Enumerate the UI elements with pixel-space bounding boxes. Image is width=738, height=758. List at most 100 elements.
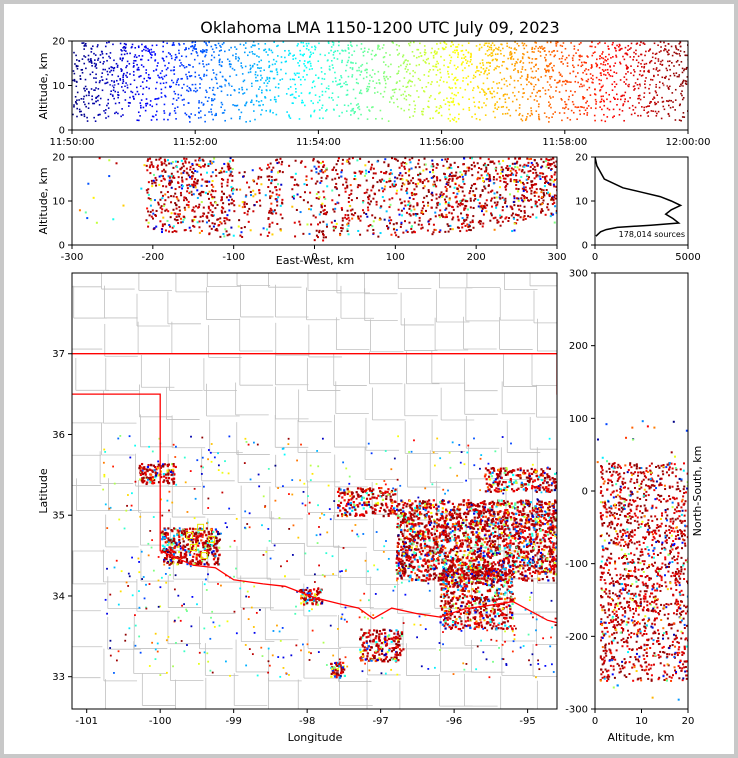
east-west-xtick-label: -200	[141, 252, 164, 263]
source-point	[345, 81, 347, 83]
source-point	[172, 468, 175, 471]
source-point	[541, 209, 544, 212]
source-point	[156, 65, 159, 67]
source-point	[381, 187, 384, 190]
source-point	[485, 210, 488, 213]
source-point	[259, 79, 262, 81]
source-point	[180, 62, 182, 64]
source-point	[173, 66, 175, 68]
source-point	[554, 79, 556, 81]
source-point	[457, 176, 460, 179]
source-point	[76, 99, 78, 102]
source-point	[527, 170, 530, 173]
source-point	[431, 159, 434, 162]
source-point	[102, 62, 104, 65]
source-point	[228, 60, 231, 63]
source-point	[175, 207, 178, 210]
source-point	[225, 170, 228, 173]
source-point	[146, 80, 148, 82]
source-point	[604, 59, 606, 61]
source-point	[108, 41, 110, 44]
source-point	[371, 163, 374, 166]
source-point	[395, 82, 398, 84]
source-point	[214, 114, 216, 117]
source-point	[490, 197, 493, 200]
source-point	[304, 65, 306, 67]
source-point	[163, 110, 165, 112]
source-point	[287, 88, 290, 90]
source-point	[98, 113, 100, 116]
source-point	[582, 95, 584, 98]
source-point	[310, 65, 312, 67]
source-point	[95, 81, 97, 84]
source-point	[439, 79, 441, 81]
source-point	[423, 204, 426, 207]
source-point	[632, 58, 634, 61]
source-point	[164, 199, 167, 202]
source-point	[198, 220, 201, 223]
source-point	[454, 76, 457, 79]
source-point	[230, 198, 233, 201]
source-point	[76, 81, 78, 83]
source-point	[403, 61, 405, 63]
source-point	[499, 197, 502, 200]
source-point	[112, 89, 115, 92]
source-point	[579, 55, 581, 58]
source-point	[359, 91, 361, 94]
source-point	[594, 107, 597, 110]
source-point	[418, 216, 421, 219]
source-point	[411, 231, 414, 234]
source-point	[379, 48, 381, 51]
source-point	[252, 210, 255, 213]
source-point	[680, 92, 682, 95]
source-point	[200, 101, 203, 104]
source-point	[370, 189, 373, 192]
source-point	[440, 76, 442, 79]
source-point	[397, 65, 400, 68]
source-point	[332, 99, 334, 101]
source-point	[517, 91, 520, 93]
source-point	[167, 159, 170, 162]
source-point	[490, 212, 493, 215]
source-point	[441, 158, 444, 161]
source-point	[550, 176, 553, 179]
source-point	[541, 175, 544, 178]
source-point	[376, 181, 379, 184]
source-point	[183, 104, 185, 106]
source-point	[356, 69, 358, 72]
source-point	[216, 560, 219, 563]
source-point	[434, 50, 436, 52]
east-west-xtick-label: -100	[222, 252, 245, 263]
source-point	[243, 201, 246, 204]
source-point	[546, 41, 549, 44]
histogram-line	[595, 157, 683, 237]
source-point	[214, 552, 217, 555]
source-point	[177, 181, 180, 184]
source-point	[472, 77, 475, 80]
source-point	[157, 97, 159, 100]
source-point	[170, 85, 172, 88]
source-point	[435, 185, 438, 188]
source-point	[266, 82, 269, 85]
source-point	[532, 171, 535, 174]
source-point	[483, 94, 486, 96]
source-point	[76, 115, 78, 118]
source-point	[90, 88, 93, 90]
source-point	[147, 76, 150, 79]
source-point	[172, 195, 175, 198]
source-point	[643, 92, 646, 94]
source-point	[485, 170, 488, 173]
source-point	[469, 60, 472, 63]
source-point	[80, 110, 82, 113]
source-point	[422, 187, 425, 190]
source-point	[192, 47, 195, 49]
source-point	[450, 167, 453, 170]
source-point	[207, 197, 210, 200]
source-point	[251, 85, 253, 87]
source-point	[199, 192, 202, 195]
source-point	[479, 193, 482, 196]
source-point	[354, 97, 357, 100]
source-point	[318, 231, 321, 234]
source-point	[603, 100, 605, 103]
source-point	[298, 64, 301, 67]
